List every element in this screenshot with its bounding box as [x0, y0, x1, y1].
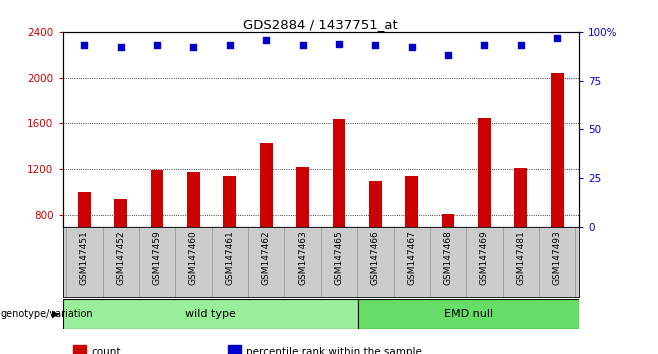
Bar	[332, 119, 345, 227]
Text: GSM147459: GSM147459	[153, 230, 162, 285]
Text: percentile rank within the sample: percentile rank within the sample	[246, 347, 422, 354]
Bar	[228, 345, 241, 354]
Bar	[224, 176, 236, 227]
Point	[79, 43, 89, 48]
Point	[370, 43, 380, 48]
Point	[334, 41, 344, 46]
Bar	[358, 299, 579, 329]
Bar	[63, 299, 358, 329]
Text: GSM147461: GSM147461	[225, 230, 234, 285]
Bar	[73, 345, 86, 354]
Text: GSM147462: GSM147462	[262, 230, 270, 285]
Bar	[551, 73, 564, 227]
Text: GSM147468: GSM147468	[443, 230, 453, 285]
Text: GSM147493: GSM147493	[553, 230, 562, 285]
Bar	[114, 199, 127, 227]
Text: EMD null: EMD null	[443, 309, 493, 319]
Point	[479, 43, 490, 48]
Point	[224, 43, 235, 48]
Bar	[78, 192, 91, 227]
Bar	[369, 181, 382, 227]
Point	[297, 43, 308, 48]
Bar	[442, 214, 455, 227]
Point	[188, 45, 199, 50]
Bar	[260, 143, 272, 227]
Bar	[296, 167, 309, 227]
Bar	[151, 170, 163, 227]
Point	[443, 52, 453, 58]
Text: GSM147469: GSM147469	[480, 230, 489, 285]
Point	[552, 35, 563, 41]
Text: GSM147452: GSM147452	[116, 230, 125, 285]
Text: count: count	[91, 347, 120, 354]
Text: GSM147451: GSM147451	[80, 230, 89, 285]
Text: ▶: ▶	[52, 309, 59, 319]
Text: GSM147481: GSM147481	[517, 230, 525, 285]
Point	[261, 37, 272, 42]
Text: genotype/variation: genotype/variation	[1, 309, 93, 319]
Point	[115, 45, 126, 50]
Bar	[405, 176, 418, 227]
Bar	[478, 118, 491, 227]
Point	[407, 45, 417, 50]
Bar	[187, 172, 200, 227]
Bar	[515, 168, 527, 227]
Text: GSM147463: GSM147463	[298, 230, 307, 285]
Point	[516, 43, 526, 48]
Title: GDS2884 / 1437751_at: GDS2884 / 1437751_at	[243, 18, 398, 31]
Text: wild type: wild type	[185, 309, 236, 319]
Text: GSM147466: GSM147466	[371, 230, 380, 285]
Text: GSM147460: GSM147460	[189, 230, 198, 285]
Text: GSM147465: GSM147465	[334, 230, 343, 285]
Point	[152, 43, 163, 48]
Text: GSM147467: GSM147467	[407, 230, 417, 285]
